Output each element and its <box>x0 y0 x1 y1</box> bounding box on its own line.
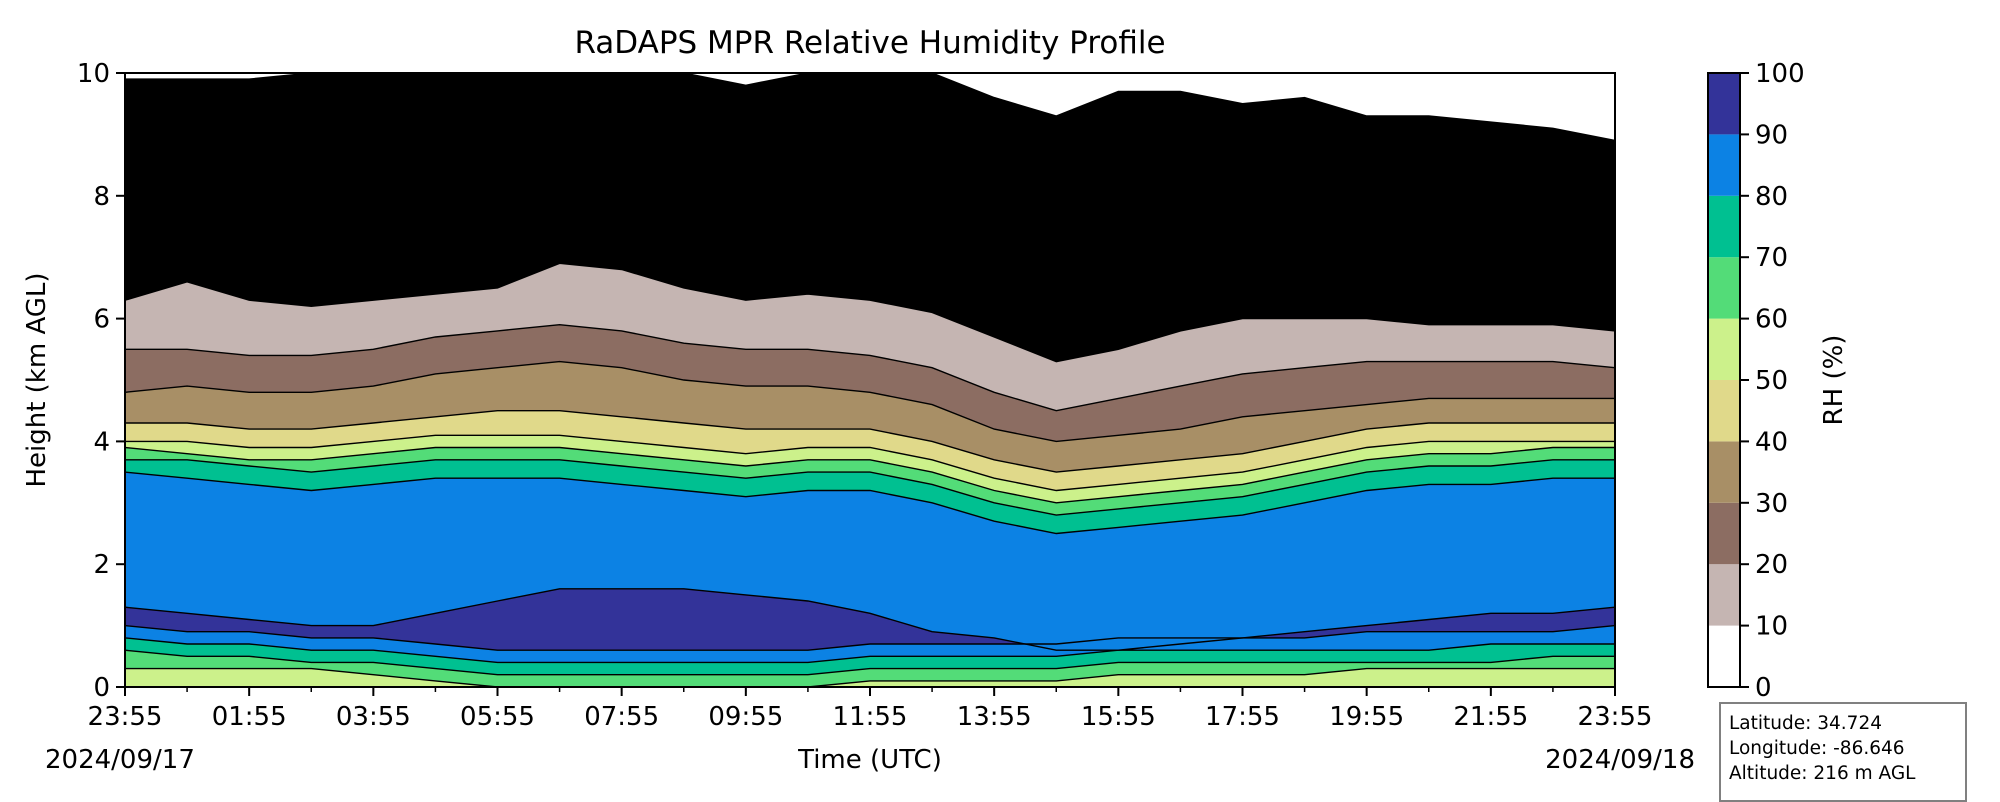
colorbar-tick-label: 10 <box>1755 612 1788 642</box>
contour-line-20 <box>125 323 1615 412</box>
colorbar-segment-30-40 <box>1708 441 1740 503</box>
contour-line-80 <box>125 471 1615 535</box>
end-date-label: 2024/09/18 <box>1545 745 1695 775</box>
start-date-label: 2024/09/17 <box>45 745 195 775</box>
contour-line-80 <box>125 637 1615 664</box>
contour-line-50 <box>125 434 1615 492</box>
x-tick-label: 01:55 <box>212 702 287 732</box>
colorbar-tick-label: 40 <box>1755 427 1788 457</box>
x-tick-label: 13:55 <box>957 702 1032 732</box>
y-tick-label: 2 <box>93 550 110 580</box>
colorbar-segment-70-80 <box>1708 195 1740 258</box>
colorbar-tick-label: 90 <box>1755 120 1788 150</box>
colorbar-segment-50-60 <box>1708 318 1740 380</box>
x-tick-label: 23:55 <box>1578 702 1653 732</box>
x-tick-label: 09:55 <box>708 702 783 732</box>
rh-band-0-10 <box>125 73 1615 141</box>
x-tick-label: 15:55 <box>1081 702 1156 732</box>
colorbar-tick-label: 100 <box>1755 59 1805 89</box>
x-tick-label: 05:55 <box>460 702 535 732</box>
x-tick-label: 11:55 <box>833 702 908 732</box>
contour-line-60 <box>125 667 1615 687</box>
colorbar-tick-label: 70 <box>1755 243 1788 273</box>
contour-line-30 <box>125 360 1615 443</box>
rh-band-30-40 <box>125 361 1615 473</box>
x-tick-label: 17:55 <box>1205 702 1280 732</box>
plot-area <box>125 73 1615 687</box>
rh-band-50-60 <box>125 668 1615 687</box>
x-tick-label: 07:55 <box>584 702 659 732</box>
x-tick-label: 03:55 <box>336 702 411 732</box>
colorbar-tick-label: 30 <box>1755 489 1788 519</box>
contour-line-70 <box>125 649 1615 676</box>
colorbar-segment-20-30 <box>1708 502 1740 565</box>
colorbar-segment-80-90 <box>1708 134 1740 196</box>
y-tick-label: 0 <box>93 673 110 703</box>
colorbar-segment-0-10 <box>1708 625 1740 687</box>
colorbar-tick-label: 20 <box>1755 550 1788 580</box>
colorbar-tick-label: 80 <box>1755 182 1788 212</box>
chart-title: RaDAPS MPR Relative Humidity Profile <box>574 25 1165 61</box>
contour-line-60 <box>125 446 1615 504</box>
rh-band-20-30 <box>125 324 1615 442</box>
contour-line-90 <box>125 588 1615 651</box>
x-axis: 23:55 01:55 03:55 05:55 07:55 09:55 11:55 13:55… <box>88 687 1653 732</box>
station-info-box: Latitude: 34.724 Longitude: -86.646 Alti… <box>1719 702 1967 802</box>
colorbar-tick-label: 50 <box>1755 366 1788 396</box>
contour-line-90 <box>125 624 1615 651</box>
x-tick-label: 19:55 <box>1329 702 1404 732</box>
rh-band-90-100 <box>125 588 1615 651</box>
y-axis: 0 2 4 6 8 10 <box>77 59 125 703</box>
latitude-text: Latitude: 34.724 <box>1729 713 1882 734</box>
rh-band-40-50 <box>125 410 1615 491</box>
longitude-text: Longitude: -86.646 <box>1729 738 1905 759</box>
colorbar: 0 10 20 30 40 50 60 70 80 90 100 <box>1707 59 1805 703</box>
contour-fills <box>125 73 1615 687</box>
y-tick-label: 10 <box>77 59 110 89</box>
y-tick-label: 8 <box>93 182 110 212</box>
colorbar-segment-40-50 <box>1708 380 1740 442</box>
y-tick-label: 4 <box>93 427 110 457</box>
x-tick-label: 21:55 <box>1453 702 1528 732</box>
altitude-text: Altitude: 216 m AGL <box>1729 763 1916 784</box>
y-axis-label: Height (km AGL) <box>22 272 52 487</box>
rh-band-undefined-NaN <box>125 73 1615 362</box>
colorbar-label: RH (%) <box>1819 335 1849 426</box>
contour-line-undefined <box>125 73 1615 142</box>
colorbar-segment-90-100 <box>1708 73 1740 135</box>
contour-line-40 <box>125 410 1615 473</box>
x-tick-label: 23:55 <box>88 702 163 732</box>
x-axis-label: Time (UTC) <box>797 745 942 775</box>
contour-line-10 <box>125 262 1615 363</box>
colorbar-tick-label: 0 <box>1755 673 1772 703</box>
colorbar-segment-10-20 <box>1708 564 1740 626</box>
rh-band-80-90 <box>125 472 1615 651</box>
y-tick-label: 6 <box>93 305 110 335</box>
colorbar-tick-label: 60 <box>1755 305 1788 335</box>
contour-line-70 <box>125 459 1615 516</box>
colorbar-segment-60-70 <box>1708 257 1740 319</box>
